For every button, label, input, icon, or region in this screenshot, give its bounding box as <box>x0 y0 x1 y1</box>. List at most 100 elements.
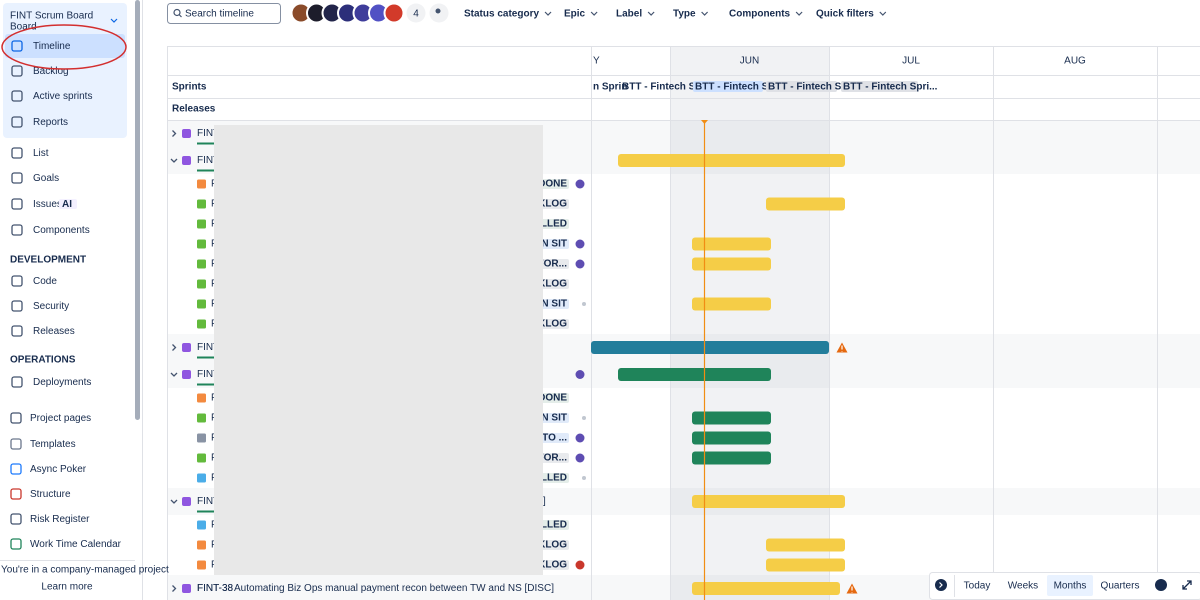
nav-item[interactable]: Project pages <box>30 413 91 424</box>
ai-badge <box>59 199 77 209</box>
epic-key[interactable]: FINT-38 <box>197 583 234 594</box>
epic-key[interactable]: FINT <box>197 496 219 507</box>
nav-item[interactable]: Security <box>33 301 69 312</box>
epic-key[interactable]: FINT <box>197 128 219 139</box>
view-option[interactable]: Weeks <box>1008 581 1038 592</box>
icon <box>11 376 23 388</box>
nav-item[interactable]: Goals <box>33 173 59 184</box>
selected-nav-item <box>5 34 125 58</box>
schedule-bar[interactable] <box>692 411 771 425</box>
schedule-bar[interactable] <box>692 297 771 311</box>
nav-item[interactable]: Components <box>33 225 90 236</box>
view-option[interactable]: Quarters <box>1101 581 1140 592</box>
issue-type-icon <box>197 319 206 329</box>
sprint-chip[interactable] <box>766 81 837 92</box>
epic-key[interactable]: FINT <box>197 342 219 353</box>
avatar-overflow[interactable]: 4 <box>413 9 419 20</box>
learn-more-link[interactable]: Learn more <box>41 582 93 593</box>
project-chevron[interactable] <box>110 18 118 23</box>
nav-item[interactable]: Backlog <box>33 66 69 77</box>
icon <box>11 275 23 287</box>
nav-item[interactable]: Timeline <box>33 41 71 52</box>
filter-dropdown[interactable]: Label <box>616 9 642 20</box>
schedule-bar[interactable] <box>692 451 771 465</box>
dropdown-chevron <box>647 11 655 16</box>
sprint-name[interactable]: BTT - Fintech S... <box>768 82 850 93</box>
schedule-bar[interactable] <box>766 558 845 572</box>
scroll-to-today[interactable] <box>935 579 947 591</box>
expand-chevron[interactable] <box>172 130 177 137</box>
schedule-bar[interactable] <box>618 368 771 381</box>
epic-key[interactable]: FINT <box>197 369 219 380</box>
team-avatar[interactable] <box>383 2 405 24</box>
view-option[interactable]: Today <box>964 581 991 592</box>
filter-dropdown[interactable]: Quick filters <box>816 9 874 20</box>
epic-summary[interactable]: Automating Biz Ops manual payment recon … <box>234 583 554 594</box>
scroll-glyph <box>939 582 943 588</box>
schedule-bar[interactable] <box>692 582 840 595</box>
expand-button[interactable] <box>1182 580 1192 590</box>
icon <box>11 147 23 159</box>
status-lozenge-text: TO ... <box>542 433 567 444</box>
expand-chevron[interactable] <box>170 499 178 504</box>
nav-item[interactable]: Structure <box>30 489 71 500</box>
expand-chevron[interactable] <box>172 344 177 351</box>
epic-key[interactable]: FINT <box>197 155 219 166</box>
view-option[interactable]: Months <box>1054 581 1087 592</box>
dropdown-chevron <box>590 11 598 16</box>
search-icon <box>173 8 181 17</box>
icon <box>10 438 22 450</box>
nav-item[interactable]: Async Poker <box>30 464 87 475</box>
nav-item[interactable]: Templates <box>30 439 76 450</box>
schedule-bar[interactable] <box>692 495 845 508</box>
avatar-overflow-bg[interactable] <box>406 3 426 23</box>
issue-type-icon <box>197 279 206 289</box>
schedule-bar[interactable] <box>591 341 829 354</box>
filter-dropdown[interactable]: Components <box>729 9 791 20</box>
sprint-name[interactable]: n Sprin <box>593 82 627 93</box>
icon <box>11 198 23 210</box>
info-button[interactable] <box>1155 579 1167 591</box>
filter-dropdown[interactable]: Epic <box>564 9 586 20</box>
nav-item[interactable]: Reports <box>33 117 68 128</box>
nav-item[interactable]: List <box>33 148 49 159</box>
epic-summary[interactable]: ] <box>543 496 546 507</box>
nav-item[interactable]: Issues <box>33 199 62 210</box>
schedule-bar[interactable] <box>766 197 845 211</box>
sprint-name[interactable]: BTT - Fintech S... <box>695 82 777 93</box>
issue-type-icon <box>197 393 206 403</box>
status-lozenge <box>536 179 569 189</box>
search-box[interactable] <box>167 3 281 24</box>
nav-item[interactable]: Releases <box>33 326 75 337</box>
assignee-avatar <box>575 179 585 189</box>
search-placeholder[interactable]: Search timeline <box>185 9 254 20</box>
schedule-bar[interactable] <box>618 154 845 167</box>
nav-item[interactable]: Work Time Calendar <box>30 539 122 550</box>
filter-dropdown[interactable]: Status category <box>464 9 539 20</box>
nav-item[interactable]: Code <box>33 276 57 287</box>
filter-dropdown[interactable]: Type <box>673 9 696 20</box>
nav-item[interactable]: Deployments <box>33 377 91 388</box>
sprint-chip[interactable] <box>841 81 918 92</box>
section-title: OPERATIONS <box>10 355 76 366</box>
month-label: JUN <box>740 56 759 67</box>
assignee-avatar <box>582 476 586 480</box>
epic-key[interactable]: FINT-38 <box>197 583 234 594</box>
expand-chevron[interactable] <box>170 158 178 163</box>
sprint-name[interactable]: BTT - Fintech Spri... <box>843 82 938 93</box>
sprint-chip[interactable] <box>693 81 763 92</box>
project-name[interactable]: FINT Scrum Board <box>10 11 93 22</box>
schedule-bar[interactable] <box>766 538 845 552</box>
sprint-name[interactable]: BTT - Fintech S <box>622 82 696 93</box>
expand-chevron[interactable] <box>172 585 177 592</box>
schedule-bar[interactable] <box>692 431 771 445</box>
nav-item[interactable]: Active sprints <box>33 91 92 102</box>
schedule-bar[interactable] <box>692 237 771 251</box>
issue-type-icon <box>197 199 206 209</box>
issue-type-icon <box>197 560 206 570</box>
expand-chevron[interactable] <box>170 372 178 377</box>
status-lozenge-text: FOR... <box>538 453 568 464</box>
schedule-bar[interactable] <box>692 257 771 271</box>
nav-item[interactable]: Risk Register <box>30 514 90 525</box>
